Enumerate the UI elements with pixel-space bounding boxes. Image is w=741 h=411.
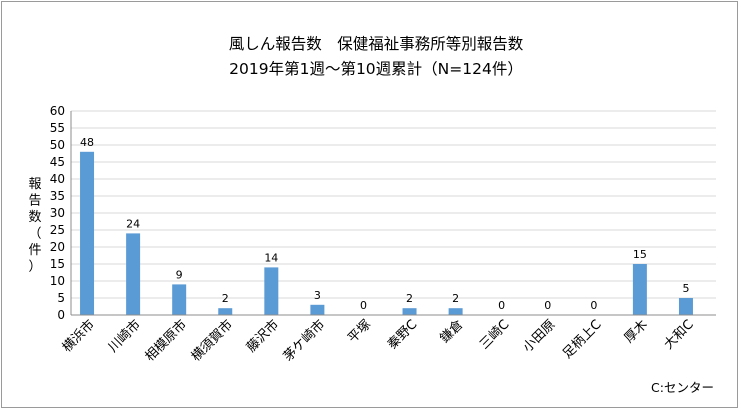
y-tick-label: 55 [50, 121, 65, 135]
data-label: 0 [590, 299, 597, 312]
y-axis-label-char: （ [28, 227, 41, 242]
data-label: 14 [264, 251, 278, 264]
x-category-label: 平塚 [345, 317, 374, 346]
x-category-label: 川崎市 [105, 317, 144, 356]
y-tick-label: 35 [50, 189, 65, 203]
x-category-label: 横浜市 [59, 317, 98, 356]
bar [126, 233, 141, 315]
bar [632, 264, 647, 315]
bar [80, 151, 95, 315]
bars [80, 151, 693, 315]
x-category-label: 秦野C [385, 317, 420, 352]
data-label: 9 [176, 268, 183, 281]
data-label: 2 [406, 292, 413, 305]
y-tick-label: 20 [50, 240, 65, 254]
y-axis-label-char: ） [28, 260, 41, 275]
data-label: 0 [498, 299, 505, 312]
y-tick-label: 30 [50, 206, 65, 220]
bar [218, 308, 233, 315]
x-category-label: 相模原市 [142, 317, 190, 365]
x-category-label: 大和C [661, 317, 696, 352]
y-axis-label-char: 件 [28, 243, 41, 258]
y-tick-label: 40 [50, 172, 65, 186]
x-category-label: 藤沢市 [243, 317, 282, 356]
data-label: 2 [222, 292, 229, 305]
y-axis-ticks: 0 5 10 15 20 25 30 35 40 45 50 55 60 [50, 104, 65, 322]
data-label: 15 [633, 248, 647, 261]
x-category-label: 足柄上C [560, 317, 605, 362]
x-category-label: 横須賀市 [188, 317, 236, 365]
data-label: 0 [360, 299, 367, 312]
x-category-label: 三崎C [477, 317, 512, 352]
chart-subtitle: 2019年第1週～第10週累計（N=124件） [229, 60, 523, 78]
y-axis-label-char: 報 [28, 177, 41, 192]
data-label: 2 [452, 292, 459, 305]
data-label: 3 [314, 289, 321, 302]
center-note: C:センター [651, 380, 714, 395]
y-tick-label: 45 [50, 155, 65, 169]
data-labels: 48 24 9 2 14 3 0 2 2 0 0 0 15 5 [80, 136, 689, 312]
y-tick-label: 5 [57, 291, 65, 305]
y-axis-label-char: 数 [28, 210, 41, 225]
bar [448, 308, 463, 315]
bar [310, 304, 325, 315]
chart-title: 風しん報告数 保健福祉事務所等別報告数 [229, 35, 524, 53]
y-tick-label: 10 [50, 274, 65, 288]
x-category-label: 鎌倉 [437, 317, 466, 346]
bar [264, 267, 279, 315]
x-category-label: 茅ケ崎市 [280, 317, 328, 365]
axes [70, 111, 716, 316]
bar [172, 284, 187, 315]
gridlines [71, 110, 716, 299]
x-category-label: 小田原 [520, 317, 558, 355]
data-label: 0 [544, 299, 551, 312]
data-label: 5 [682, 282, 689, 295]
bar [678, 298, 693, 315]
y-axis-label: 報告数 （件 ） [28, 177, 41, 275]
x-category-label: 厚木 [622, 317, 651, 346]
data-label: 24 [126, 217, 140, 230]
y-tick-label: 25 [50, 223, 65, 237]
y-tick-label: 50 [50, 138, 65, 152]
y-tick-label: 15 [50, 257, 65, 271]
bar [402, 308, 417, 315]
y-axis-label-char: 告 [28, 194, 41, 209]
data-label: 48 [80, 136, 94, 149]
y-tick-label: 0 [57, 308, 65, 322]
y-tick-label: 60 [50, 104, 65, 118]
